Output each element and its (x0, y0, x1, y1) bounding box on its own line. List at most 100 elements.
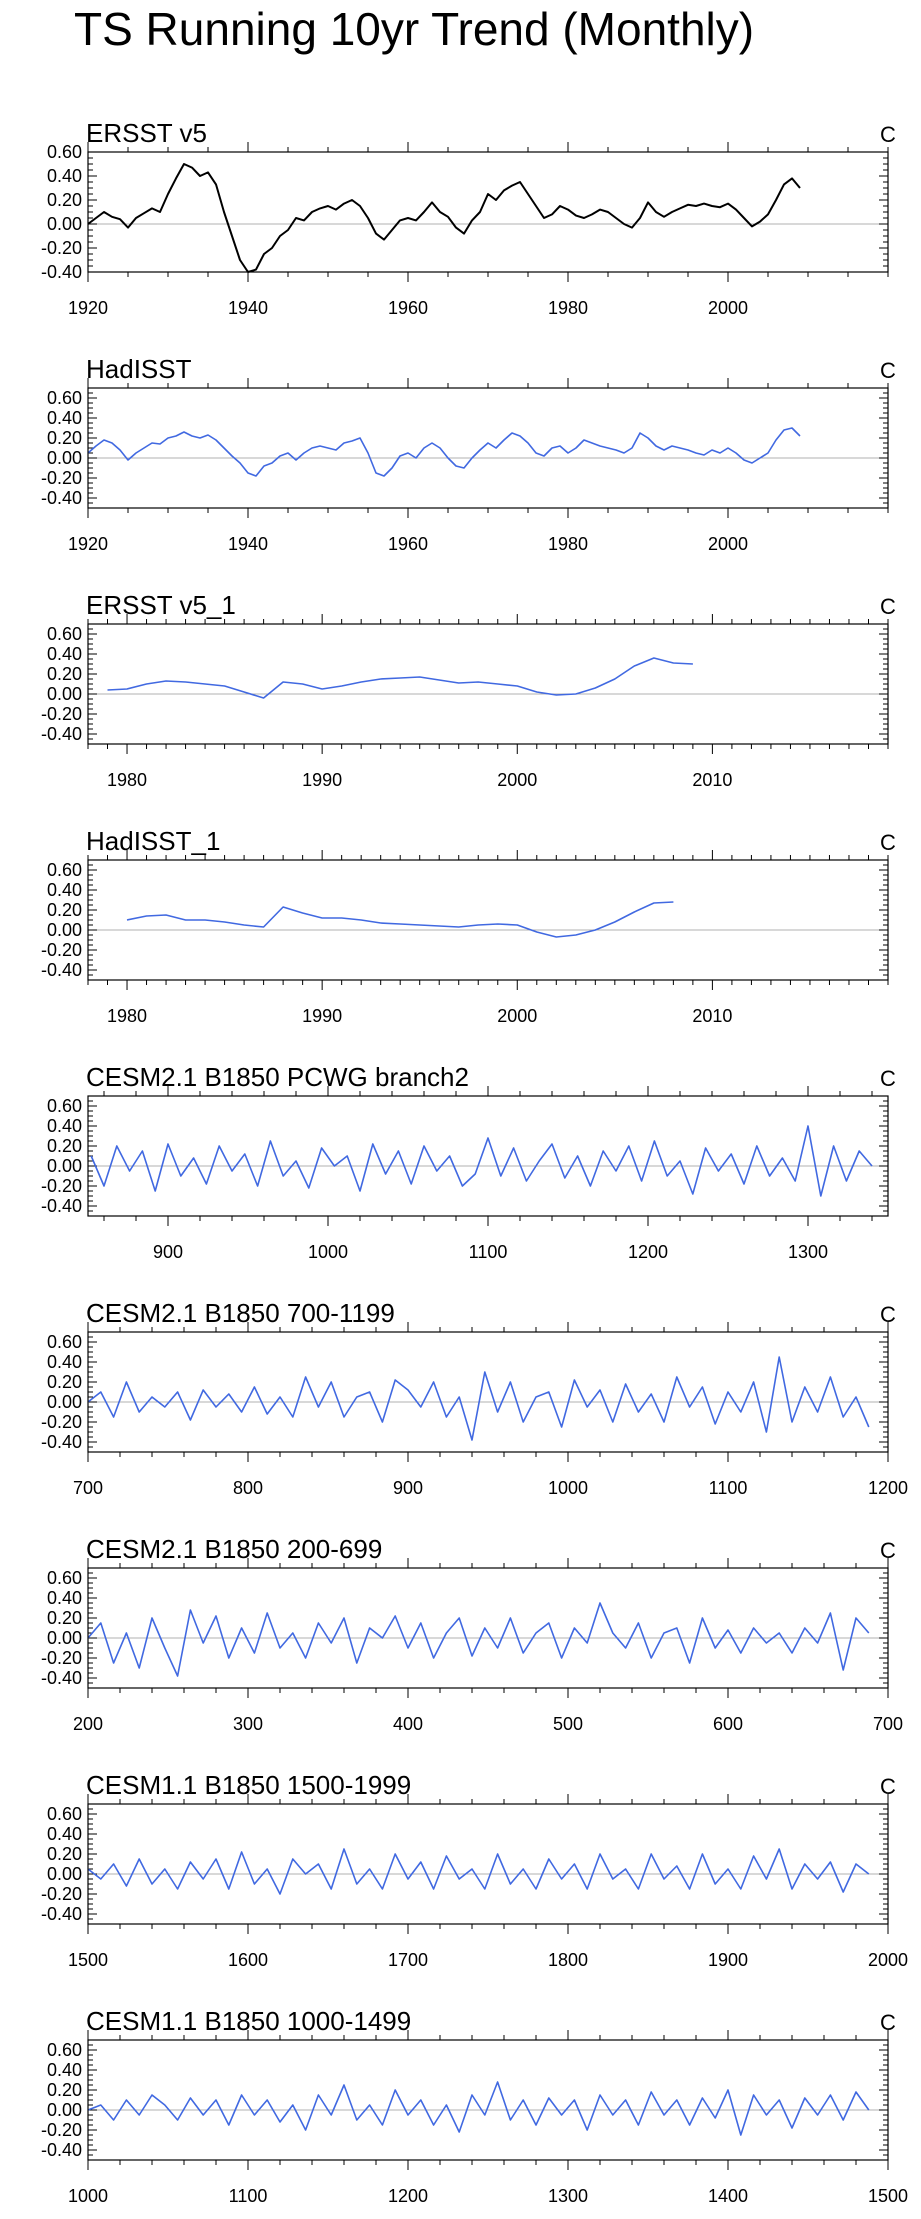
x-tick-label: 1990 (302, 1006, 342, 1026)
x-tick-label: 900 (393, 1478, 423, 1498)
y-tick-label: 0.60 (47, 624, 82, 644)
y-tick-label: 0.60 (47, 1096, 82, 1116)
series-line (87, 427, 801, 477)
chart-panel-3: ERSST v5_1 C 0.600.400.200.00-0.20-0.40 198… (41, 590, 896, 790)
y-tick-label: -0.40 (41, 1196, 82, 1216)
y-tick-label: 0.20 (47, 190, 82, 210)
series-line (87, 2081, 870, 2136)
y-tick-label: 0.00 (47, 1392, 82, 1412)
y-tick-label: 0.60 (47, 388, 82, 408)
chart-title: CESM2.1 B1850 PCWG branch2 (86, 1062, 469, 1092)
unit-label: C (880, 1066, 896, 1091)
x-tick-label: 500 (553, 1714, 583, 1734)
chart-title: HadISST_1 (86, 826, 220, 856)
chart-title: CESM1.1 B1850 1000-1499 (86, 2006, 411, 2036)
plot-frame (87, 2039, 889, 2161)
chart-panel-1: ERSST v5 C 0.60 0.40 0.20 0.00 -0.20 -0.40 1920 1… (41, 118, 896, 318)
y-tick-label: -0.40 (41, 488, 82, 508)
x-tick-label: 1960 (388, 298, 428, 318)
y-tick-label: -0.40 (41, 262, 82, 282)
y-tick-label: 0.20 (47, 1136, 82, 1156)
x-tick-label: 1980 (548, 534, 588, 554)
unit-label: C (880, 122, 896, 147)
y-tick-label: 0.40 (47, 408, 82, 428)
x-tick-label: 1940 (228, 534, 268, 554)
chart-panel-6: CESM2.1 B1850 700-1199 C0.600.400.200.00-… (41, 1298, 908, 1498)
x-tick-label: 2000 (497, 770, 537, 790)
x-tick-label: 1300 (548, 2186, 588, 2206)
y-tick-label: 0.00 (47, 920, 82, 940)
y-tick-label: 0.00 (47, 1864, 82, 1884)
x-tick-label: 700 (73, 1478, 103, 1498)
y-tick-label: 0.40 (47, 644, 82, 664)
y-tick-label: 0.60 (47, 860, 82, 880)
y-tick-label: 0.20 (47, 1608, 82, 1628)
y-tick-label: 0.20 (47, 428, 82, 448)
series-line (107, 657, 693, 699)
y-tick-label: 0.60 (47, 1332, 82, 1352)
x-tick-label: 1960 (388, 534, 428, 554)
y-tick-label: -0.20 (41, 940, 82, 960)
x-tick-label: 1980 (548, 298, 588, 318)
plot-frame (87, 1803, 889, 1925)
x-tick-label: 1400 (708, 2186, 748, 2206)
y-tick-label: -0.20 (41, 2120, 82, 2140)
x-tick-label: 1100 (229, 2186, 268, 2206)
y-tick-label: -0.40 (41, 2140, 82, 2160)
x-tick-label: 1700 (388, 1950, 428, 1970)
x-tick-label: 1920 (68, 534, 108, 554)
y-tick-label: 0.60 (47, 2040, 82, 2060)
y-tick-label: 0.60 (47, 1804, 82, 1824)
series-line (87, 1602, 870, 1677)
x-tick-label: 1600 (228, 1950, 268, 1970)
plot-frame (87, 623, 889, 745)
y-tick-label: 0.00 (47, 1156, 82, 1176)
x-tick-label: 200 (73, 1714, 103, 1734)
y-tick-label: 0.40 (47, 1116, 82, 1136)
unit-label: C (880, 594, 896, 619)
y-tick-label: -0.20 (41, 1176, 82, 1196)
x-tick-label: 2010 (692, 1006, 732, 1026)
y-tick-label: -0.40 (41, 724, 82, 744)
unit-label: C (880, 830, 896, 855)
chart-title: CESM2.1 B1850 700-1199 (86, 1298, 395, 1328)
y-tick-label: -0.20 (41, 238, 82, 258)
y-tick-label: 0.40 (47, 880, 82, 900)
y-tick-label: 0.20 (47, 1372, 82, 1392)
series-line (87, 163, 801, 273)
y-tick-label: -0.20 (41, 468, 82, 488)
x-tick-label: 1100 (709, 1478, 748, 1498)
x-tick-label: 300 (233, 1714, 263, 1734)
x-tick-label: 1940 (228, 298, 268, 318)
x-tick-label: 1990 (302, 770, 342, 790)
unit-label: C (880, 1302, 896, 1327)
x-tick-label: 1980 (107, 1006, 147, 1026)
x-tick-label: 700 (873, 1714, 903, 1734)
x-tick-label: 1500 (68, 1950, 108, 1970)
y-tick-label: 0.60 (47, 1568, 82, 1588)
y-tick-label: -0.40 (41, 1432, 82, 1452)
x-tick-label: 2000 (497, 1006, 537, 1026)
x-tick-label: 2010 (692, 770, 732, 790)
plot-frame (87, 151, 889, 273)
y-tick-label: -0.40 (41, 1668, 82, 1688)
chart-panel-8: CESM1.1 B1850 1500-1999 C 0.600.400.200.00… (41, 1770, 908, 1970)
y-tick-label: -0.40 (41, 1904, 82, 1924)
series-line (87, 1848, 870, 1895)
chart-title: CESM1.1 B1850 1500-1999 (86, 1770, 411, 1800)
x-tick-label: 900 (153, 1242, 183, 1262)
x-tick-label: 1000 (308, 1242, 348, 1262)
y-tick-label: -0.20 (41, 1648, 82, 1668)
x-tick-label: 1200 (868, 1478, 908, 1498)
plot-frame (87, 387, 889, 509)
y-tick-label: 0.40 (47, 1588, 82, 1608)
x-tick-label: 800 (233, 1478, 263, 1498)
y-tick-label: 0.40 (47, 166, 82, 186)
y-tick-label: 0.00 (47, 1628, 82, 1648)
y-tick-label: 0.20 (47, 2080, 82, 2100)
x-tick-label: 2000 (708, 298, 748, 318)
plot-frame (87, 859, 889, 981)
plot-frame (87, 1331, 889, 1453)
y-tick-label: 0.40 (47, 1824, 82, 1844)
